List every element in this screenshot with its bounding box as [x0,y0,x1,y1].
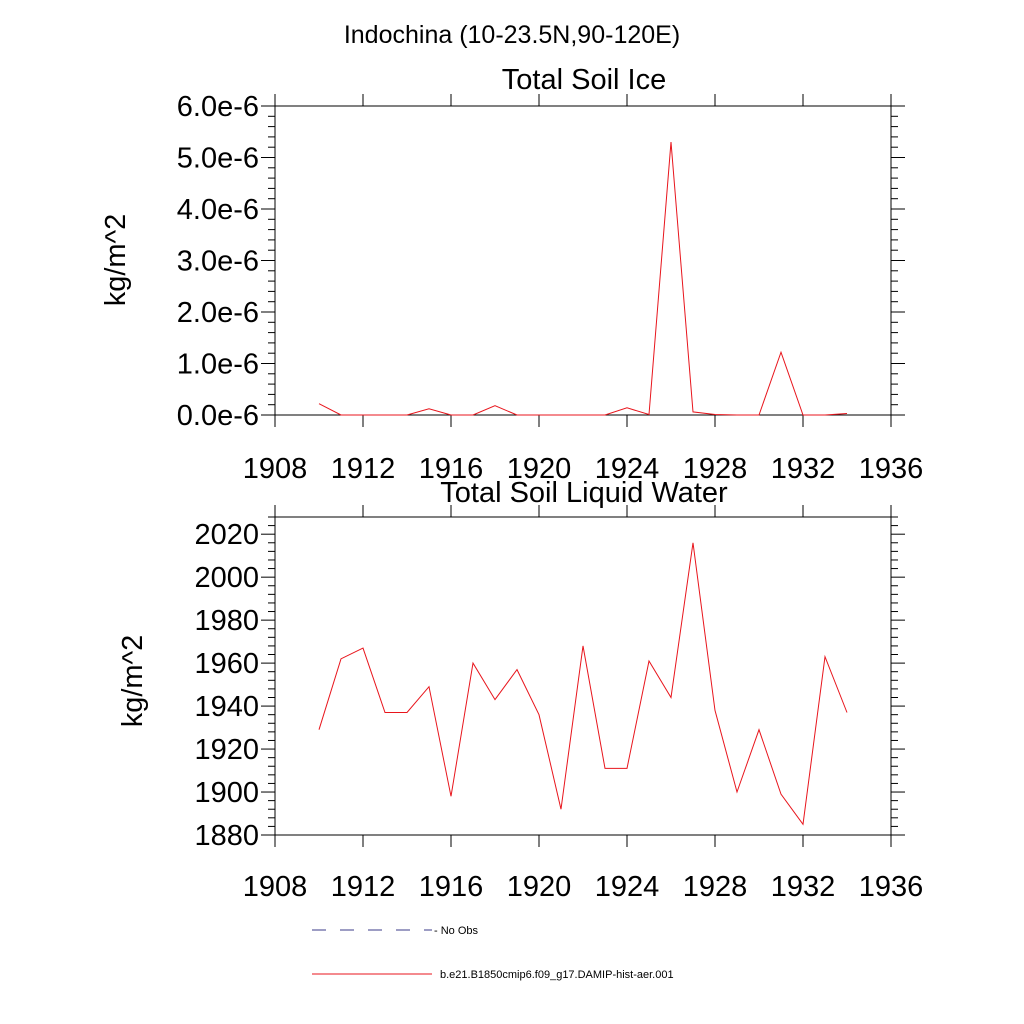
x-tick-label: 1924 [595,453,660,485]
x-tick-label: 1912 [331,871,396,903]
x-tick-label: 1916 [419,453,484,485]
axis-ticks [261,94,905,427]
x-tick-label: 1924 [595,871,660,903]
y-tick-label: 1900 [194,777,259,809]
panel-title: Total Soil Liquid Water [440,477,728,509]
y-tick-label: 2020 [194,519,259,551]
plot-frame [274,516,892,836]
x-tick-label: 1920 [507,871,572,903]
x-tick-label: 1908 [243,453,308,485]
x-tick-labels: 1908 1912 1916 1920 1924 1928 1932 1936 [243,453,924,485]
legend-label: - No Obs [434,925,479,937]
y-tick-label: 4.0e-6 [177,194,259,226]
y-tick-labels: 1880 1900 1920 1940 1960 1980 2000 2020 [194,519,259,852]
y-tick-label: 1940 [194,691,259,723]
x-tick-label: 1916 [419,871,484,903]
x-tick-label: 1932 [771,871,836,903]
series-line [318,142,848,416]
plot-frame [274,105,892,416]
x-tick-label: 1936 [859,871,924,903]
y-tick-label: 1880 [194,820,259,852]
x-tick-label: 1920 [507,453,572,485]
panel-title: Total Soil Ice [502,64,666,96]
chart-panel-soil-liquid-water: Total Soil Liquid Water kg/m^2 188019001… [117,477,923,903]
series-group [318,542,848,826]
y-axis-label: kg/m^2 [100,214,132,307]
y-tick-label: 5.0e-6 [177,143,259,175]
y-axis-label: kg/m^2 [117,635,149,728]
legend-item-model-run: b.e21.B1850cmip6.f09_g17.DAMIP-hist-aer.… [312,969,674,981]
y-tick-label: 0.0e-6 [177,400,259,432]
y-tick-label: 2000 [194,562,259,594]
y-tick-label: 6.0e-6 [177,91,259,123]
x-tick-labels: 1908 1912 1916 1920 1924 1928 1932 1936 [243,871,924,903]
legend-label: b.e21.B1850cmip6.f09_g17.DAMIP-hist-aer.… [440,969,674,981]
x-tick-label: 1908 [243,871,308,903]
legend: - No Obs b.e21.B1850cmip6.f09_g17.DAMIP-… [312,925,674,981]
x-tick-label: 1932 [771,453,836,485]
y-tick-label: 3.0e-6 [177,246,259,278]
y-tick-label: 2.0e-6 [177,297,259,329]
axis-ticks [261,505,905,847]
x-tick-label: 1928 [683,871,748,903]
legend-item-no-obs: - No Obs [312,925,479,937]
y-tick-label: 1980 [194,605,259,637]
series-group [318,142,848,416]
y-tick-label: 1920 [194,734,259,766]
x-tick-label: 1936 [859,453,924,485]
y-tick-label: 1960 [194,648,259,680]
series-line [318,542,848,826]
x-tick-label: 1928 [683,453,748,485]
y-tick-labels: 0.0e-6 1.0e-6 2.0e-6 3.0e-6 4.0e-6 5.0e-6 6.0e… [177,91,259,432]
x-tick-label: 1912 [331,453,396,485]
chart-panel-soil-ice: Total Soil Ice kg/m^2 0.0e-6 1.0e-6 2.0e-6… [100,64,923,485]
y-tick-label: 1.0e-6 [177,349,259,381]
figure-title: Indochina (10-23.5N,90-120E) [344,21,680,49]
